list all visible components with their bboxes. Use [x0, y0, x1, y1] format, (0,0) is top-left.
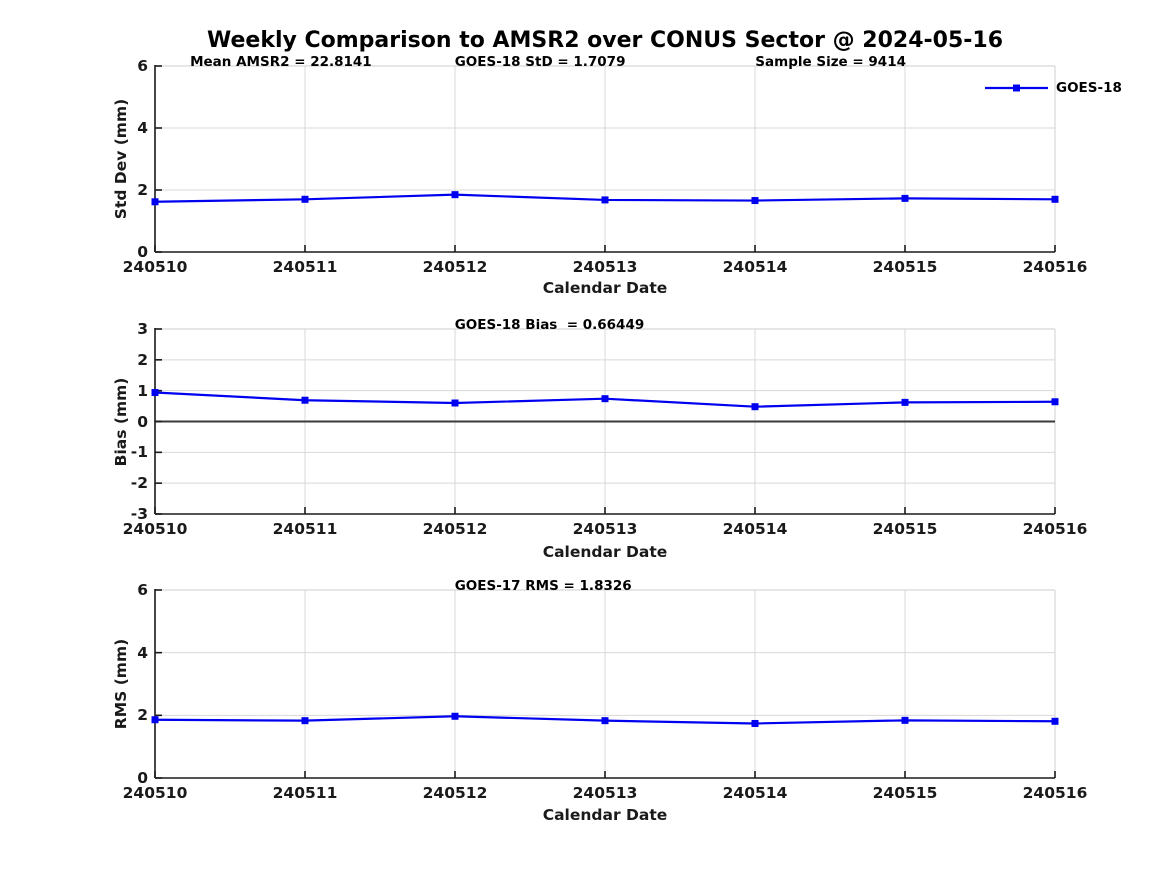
x-tick-label: 240511 — [272, 520, 338, 538]
rms-marker — [601, 717, 609, 725]
y-tick-label: 3 — [137, 320, 148, 338]
rms-marker — [1051, 717, 1059, 725]
bias-marker — [901, 398, 909, 406]
stddev-y-axis-label: Std Dev (mm) — [112, 98, 130, 220]
y-tick-label: 4 — [137, 119, 148, 137]
bias-marker — [151, 389, 159, 397]
rms-marker — [751, 719, 759, 727]
stddev-x-axis-label: Calendar Date — [542, 279, 668, 297]
std-dev-marker — [451, 191, 459, 199]
rms-annotation-goes17-rms: GOES-17 RMS = 1.8326 — [454, 578, 632, 594]
std-dev-marker — [751, 197, 759, 205]
std-dev-marker — [901, 194, 909, 202]
bias-marker — [301, 396, 309, 404]
x-tick-label: 240515 — [872, 258, 938, 276]
x-tick-label: 240512 — [422, 784, 488, 802]
x-tick-label: 240510 — [122, 784, 188, 802]
x-tick-label: 240513 — [572, 520, 638, 538]
y-tick-label: 2 — [137, 181, 148, 199]
legend-entry-goes18: GOES-18 — [1056, 80, 1122, 96]
x-tick-label: 240514 — [722, 258, 788, 276]
y-tick-label: 2 — [137, 706, 148, 725]
rms-y-axis-label: RMS (mm) — [112, 638, 130, 730]
x-tick-label: 240513 — [572, 258, 638, 276]
rms-marker — [451, 712, 459, 720]
x-tick-label: 240511 — [272, 258, 338, 276]
figure-title: Weekly Comparison to AMSR2 over CONUS Se… — [207, 28, 1003, 53]
bias-x-axis-label: Calendar Date — [542, 543, 668, 561]
x-tick-label: 240516 — [1022, 784, 1088, 802]
y-tick-label: -2 — [130, 474, 148, 493]
rms-marker — [301, 717, 309, 725]
x-tick-label: 240511 — [272, 784, 338, 802]
x-tick-label: 240514 — [722, 520, 788, 538]
bias-marker — [1051, 398, 1059, 406]
y-tick-label: 6 — [137, 57, 148, 75]
x-tick-label: 240510 — [122, 258, 188, 276]
x-tick-label: 240512 — [422, 258, 488, 276]
x-tick-label: 240515 — [872, 520, 938, 538]
y-tick-label: 0 — [137, 769, 148, 787]
bias-marker — [751, 403, 759, 411]
x-tick-label: 240514 — [722, 784, 788, 802]
y-tick-label: -3 — [130, 505, 148, 523]
x-tick-label: 240513 — [572, 784, 638, 802]
stddev-annotation-sample-size: Sample Size = 9414 — [755, 54, 906, 70]
rms-marker — [901, 716, 909, 724]
std-dev-marker — [151, 198, 159, 206]
y-tick-label: 1 — [137, 381, 148, 400]
y-tick-label: 0 — [137, 243, 148, 261]
std-dev-marker — [601, 196, 609, 204]
x-tick-label: 240516 — [1022, 258, 1088, 276]
bias-annotation-goes18-bias: GOES-18 Bias = 0.66449 — [454, 317, 645, 333]
stddev-annotation-goes18-std: GOES-18 StD = 1.7079 — [454, 54, 626, 70]
std-dev-marker — [1051, 195, 1059, 203]
y-tick-label: 0 — [137, 412, 148, 431]
x-tick-label: 240512 — [422, 520, 488, 538]
x-tick-label: 240510 — [122, 520, 188, 538]
y-tick-label: -1 — [130, 443, 148, 462]
y-tick-label: 6 — [137, 581, 148, 599]
y-tick-label: 2 — [137, 350, 148, 369]
x-tick-label: 240515 — [872, 784, 938, 802]
rms-marker — [151, 716, 159, 724]
x-tick-label: 240516 — [1022, 520, 1088, 538]
std-dev-marker — [301, 195, 309, 203]
bias-marker — [601, 395, 609, 403]
rms-x-axis-label: Calendar Date — [542, 806, 668, 824]
legend-marker-sample — [1013, 84, 1020, 92]
y-tick-label: 4 — [137, 643, 148, 662]
bias-marker — [451, 399, 459, 407]
stddev-annotation-mean-amsr2: Mean AMSR2 = 22.8141 — [190, 54, 372, 70]
